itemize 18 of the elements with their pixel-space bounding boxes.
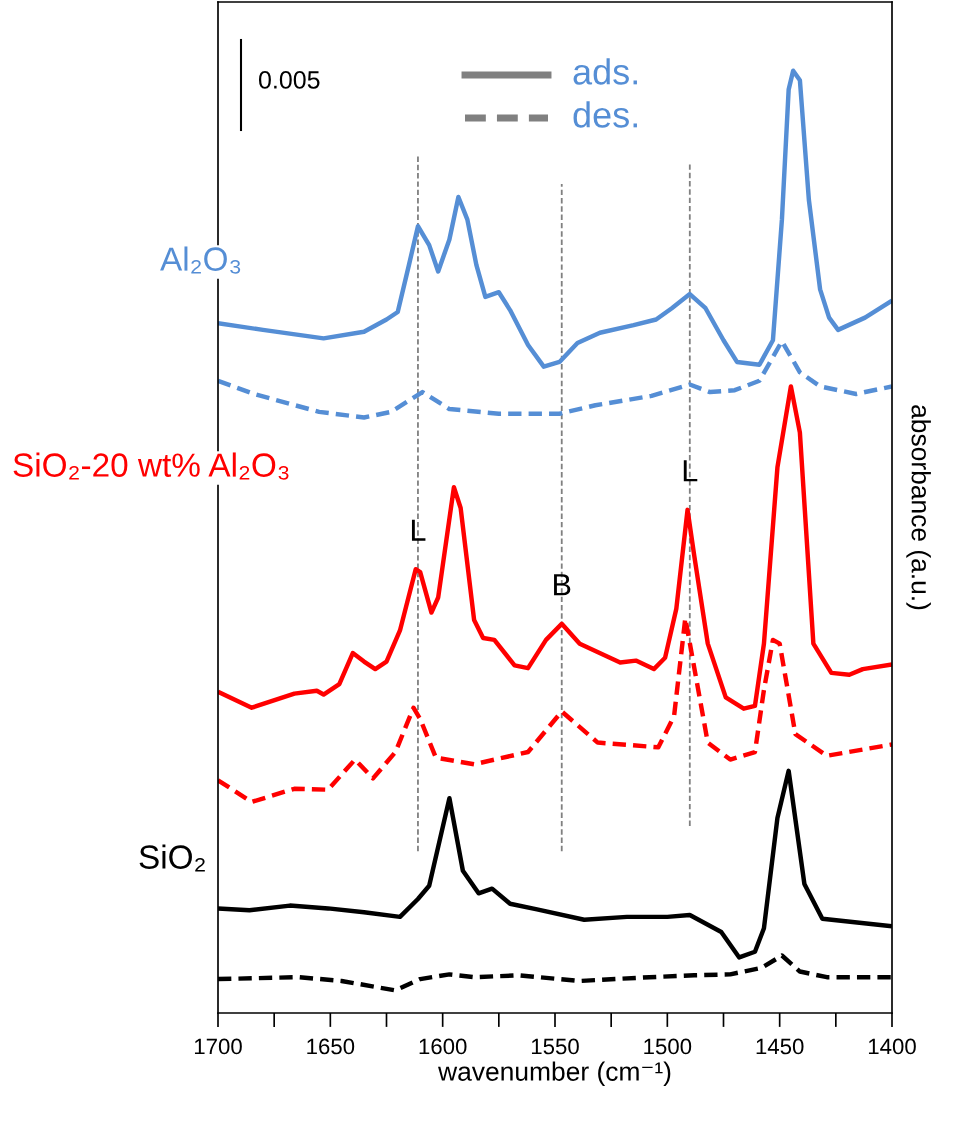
x-axis-title: wavenumber (cm⁻¹) [438, 1061, 671, 1087]
x-tick-label: 1550 [531, 1038, 579, 1055]
y-axis-title: absorbance (a.u.) [906, 405, 931, 610]
annotation: L [683, 460, 698, 482]
annotation: des. [573, 101, 637, 128]
annotation: B [554, 574, 571, 596]
x-tick-label: 1600 [419, 1038, 467, 1055]
annotation: L [411, 519, 426, 541]
x-tick-label: 1700 [194, 1038, 242, 1055]
text: SiO₂-20 wt% Al₂O₃ [13, 452, 289, 480]
x-tick-label: 1450 [756, 1038, 804, 1055]
x-tick-label: 1500 [644, 1038, 692, 1055]
x-tick-label: 1650 [307, 1038, 355, 1055]
series-label: Al₂O₃ [160, 246, 241, 274]
annotation: ads. [573, 58, 637, 85]
x-tick-label: 1400 [868, 1038, 916, 1055]
annotation: 0.005 [258, 71, 320, 89]
series-label: SiO₂ [139, 844, 205, 872]
